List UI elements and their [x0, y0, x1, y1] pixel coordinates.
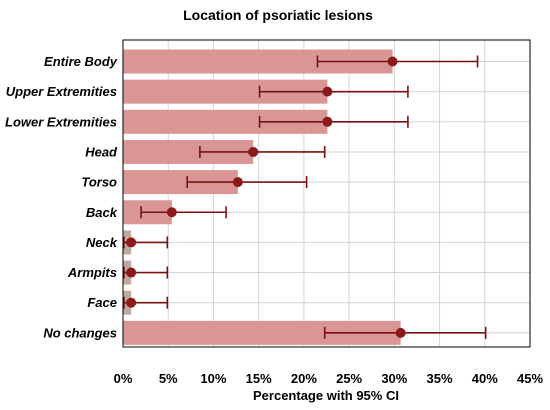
- point-estimate: [126, 297, 137, 308]
- x-tick-label: 0%: [114, 371, 133, 386]
- category-label: Lower Extremities: [5, 114, 117, 129]
- point-estimate: [395, 327, 406, 338]
- points: [126, 56, 406, 338]
- error-bars: [123, 55, 487, 339]
- plot-frame: [122, 39, 531, 348]
- point-estimate: [166, 207, 177, 218]
- x-tick-label: 25%: [336, 371, 362, 386]
- x-tick-label: 30%: [381, 371, 407, 386]
- point-estimate: [126, 237, 137, 248]
- category-label: Neck: [86, 235, 118, 250]
- x-tick-label: 40%: [472, 371, 498, 386]
- point-estimate: [232, 177, 243, 188]
- x-tick-label: 5%: [159, 371, 178, 386]
- bars: [123, 49, 401, 345]
- category-label: Armpits: [67, 265, 117, 280]
- x-axis-label: Percentage with 95% CI: [253, 388, 399, 403]
- category-label: Head: [85, 144, 118, 159]
- x-tick-label: 35%: [427, 371, 453, 386]
- x-tick-label: 10%: [200, 371, 226, 386]
- category-labels: Entire Body Upper Extremities Lower Extrem…: [5, 54, 118, 340]
- category-label: Entire Body: [44, 54, 118, 69]
- x-tick-label: 15%: [246, 371, 272, 386]
- x-tick-labels: 0% 5% 10% 15% 20% 25% 30% 35% 40% 45%: [114, 371, 544, 386]
- chart-title: Location of psoriatic lesions: [183, 7, 373, 23]
- category-label: No changes: [43, 325, 117, 340]
- x-tick-label: 20%: [291, 371, 317, 386]
- point-estimate: [126, 267, 137, 278]
- category-label: Upper Extremities: [6, 84, 117, 99]
- category-label: Torso: [81, 175, 117, 190]
- category-label: Back: [86, 205, 118, 220]
- x-tick-label: 45%: [517, 371, 543, 386]
- point-estimate: [387, 56, 398, 67]
- category-label: Face: [87, 295, 117, 310]
- point-estimate: [248, 146, 259, 157]
- point-estimate: [322, 116, 333, 127]
- point-estimate: [322, 86, 333, 97]
